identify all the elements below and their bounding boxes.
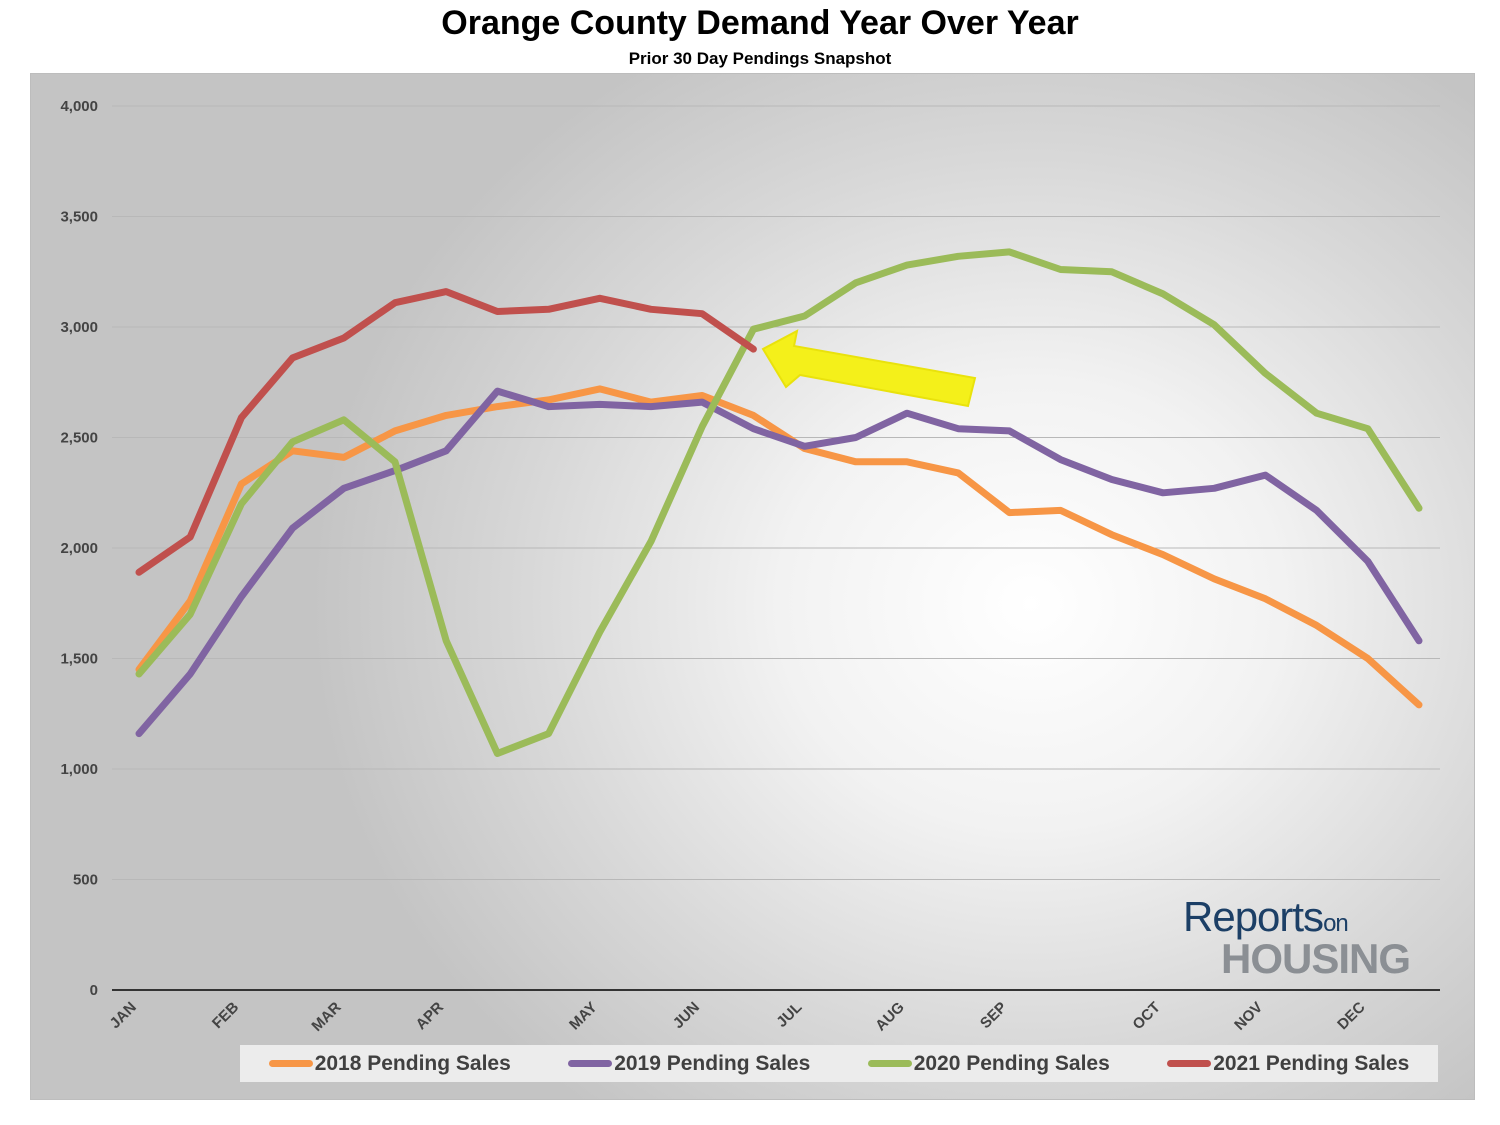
y-tick-label: 1,000 (60, 761, 98, 778)
x-tick-label: MAY (566, 999, 601, 1034)
x-tick-label: MAR (308, 999, 344, 1035)
legend-swatch-2018 (268, 1060, 313, 1067)
chart-subtitle: Prior 30 Day Pendings Snapshot (628, 49, 892, 68)
legend-label-2019: 2019 Pending Sales (614, 1051, 811, 1075)
series-lines (135, 248, 1423, 757)
series-line-2018 (135, 385, 1423, 709)
y-tick-label: 0 (90, 982, 98, 999)
y-tick-label: 3,000 (60, 319, 98, 336)
legend-item-2019: 2019 Pending Sales (568, 1052, 810, 1076)
gridlines (112, 105, 1440, 991)
yellow-arrow-icon (761, 329, 977, 408)
series-line-2021 (135, 288, 757, 576)
y-tick-label: 3,500 (60, 209, 98, 226)
legend-swatch-2019 (568, 1060, 613, 1067)
y-tick-label: 4,000 (60, 98, 98, 115)
reports-on-housing-logo: Reportson HOUSING (1175, 893, 1435, 983)
x-tick-label: SEP (977, 999, 1010, 1032)
legend-item-2021: 2021 Pending Sales (1167, 1052, 1409, 1076)
annotation (761, 329, 977, 408)
legend-swatch-2020 (867, 1060, 912, 1067)
x-tick-label: OCT (1129, 999, 1163, 1033)
legend-item-2020: 2020 Pending Sales (867, 1051, 1110, 1076)
legend-swatch-2021 (1167, 1060, 1212, 1067)
y-tick-label: 1,500 (60, 651, 98, 668)
series-line-2019 (135, 387, 1423, 738)
chart-title: Orange County Demand Year Over Year (441, 4, 1079, 42)
logo-reports-text: Reports (1183, 893, 1324, 940)
y-tick-label: 2,000 (60, 540, 98, 557)
x-tick-label: DEC (1334, 999, 1369, 1034)
x-tick-label: APR (413, 999, 448, 1034)
legend-label-2021: 2021 Pending Sales (1213, 1051, 1410, 1075)
y-axis-ticks: 0 500 1,000 1,500 2,000 2,500 3,000 3,500 4,000 (60, 98, 98, 999)
legend-label-2020: 2020 Pending Sales (913, 1051, 1110, 1075)
x-tick-label: JUL (773, 999, 805, 1031)
x-tick-label: JAN (107, 999, 140, 1032)
y-tick-label: 500 (73, 872, 98, 889)
x-axis-ticks: JAN FEB MAR APR MAY JUN JUL AUG SEP OCT NOV DEC (107, 999, 1369, 1035)
logo-on-text: on (1323, 910, 1349, 937)
legend-label-2018: 2018 Pending Sales (314, 1051, 511, 1075)
logo-top-text: Reportson (1183, 893, 1349, 941)
y-tick-label: 2,500 (60, 430, 98, 447)
legend-item-2018: 2018 Pending Sales (268, 1051, 511, 1076)
x-tick-label: FEB (209, 999, 242, 1032)
series-line-2020 (135, 248, 1423, 757)
x-tick-label: JUN (670, 999, 703, 1032)
logo-housing-text: HOUSING (1221, 935, 1411, 982)
legend: 2018 Pending Sales 2019 Pending Sales 20… (240, 1045, 1438, 1082)
x-tick-label: NOV (1231, 999, 1266, 1034)
x-tick-label: AUG (872, 999, 908, 1035)
